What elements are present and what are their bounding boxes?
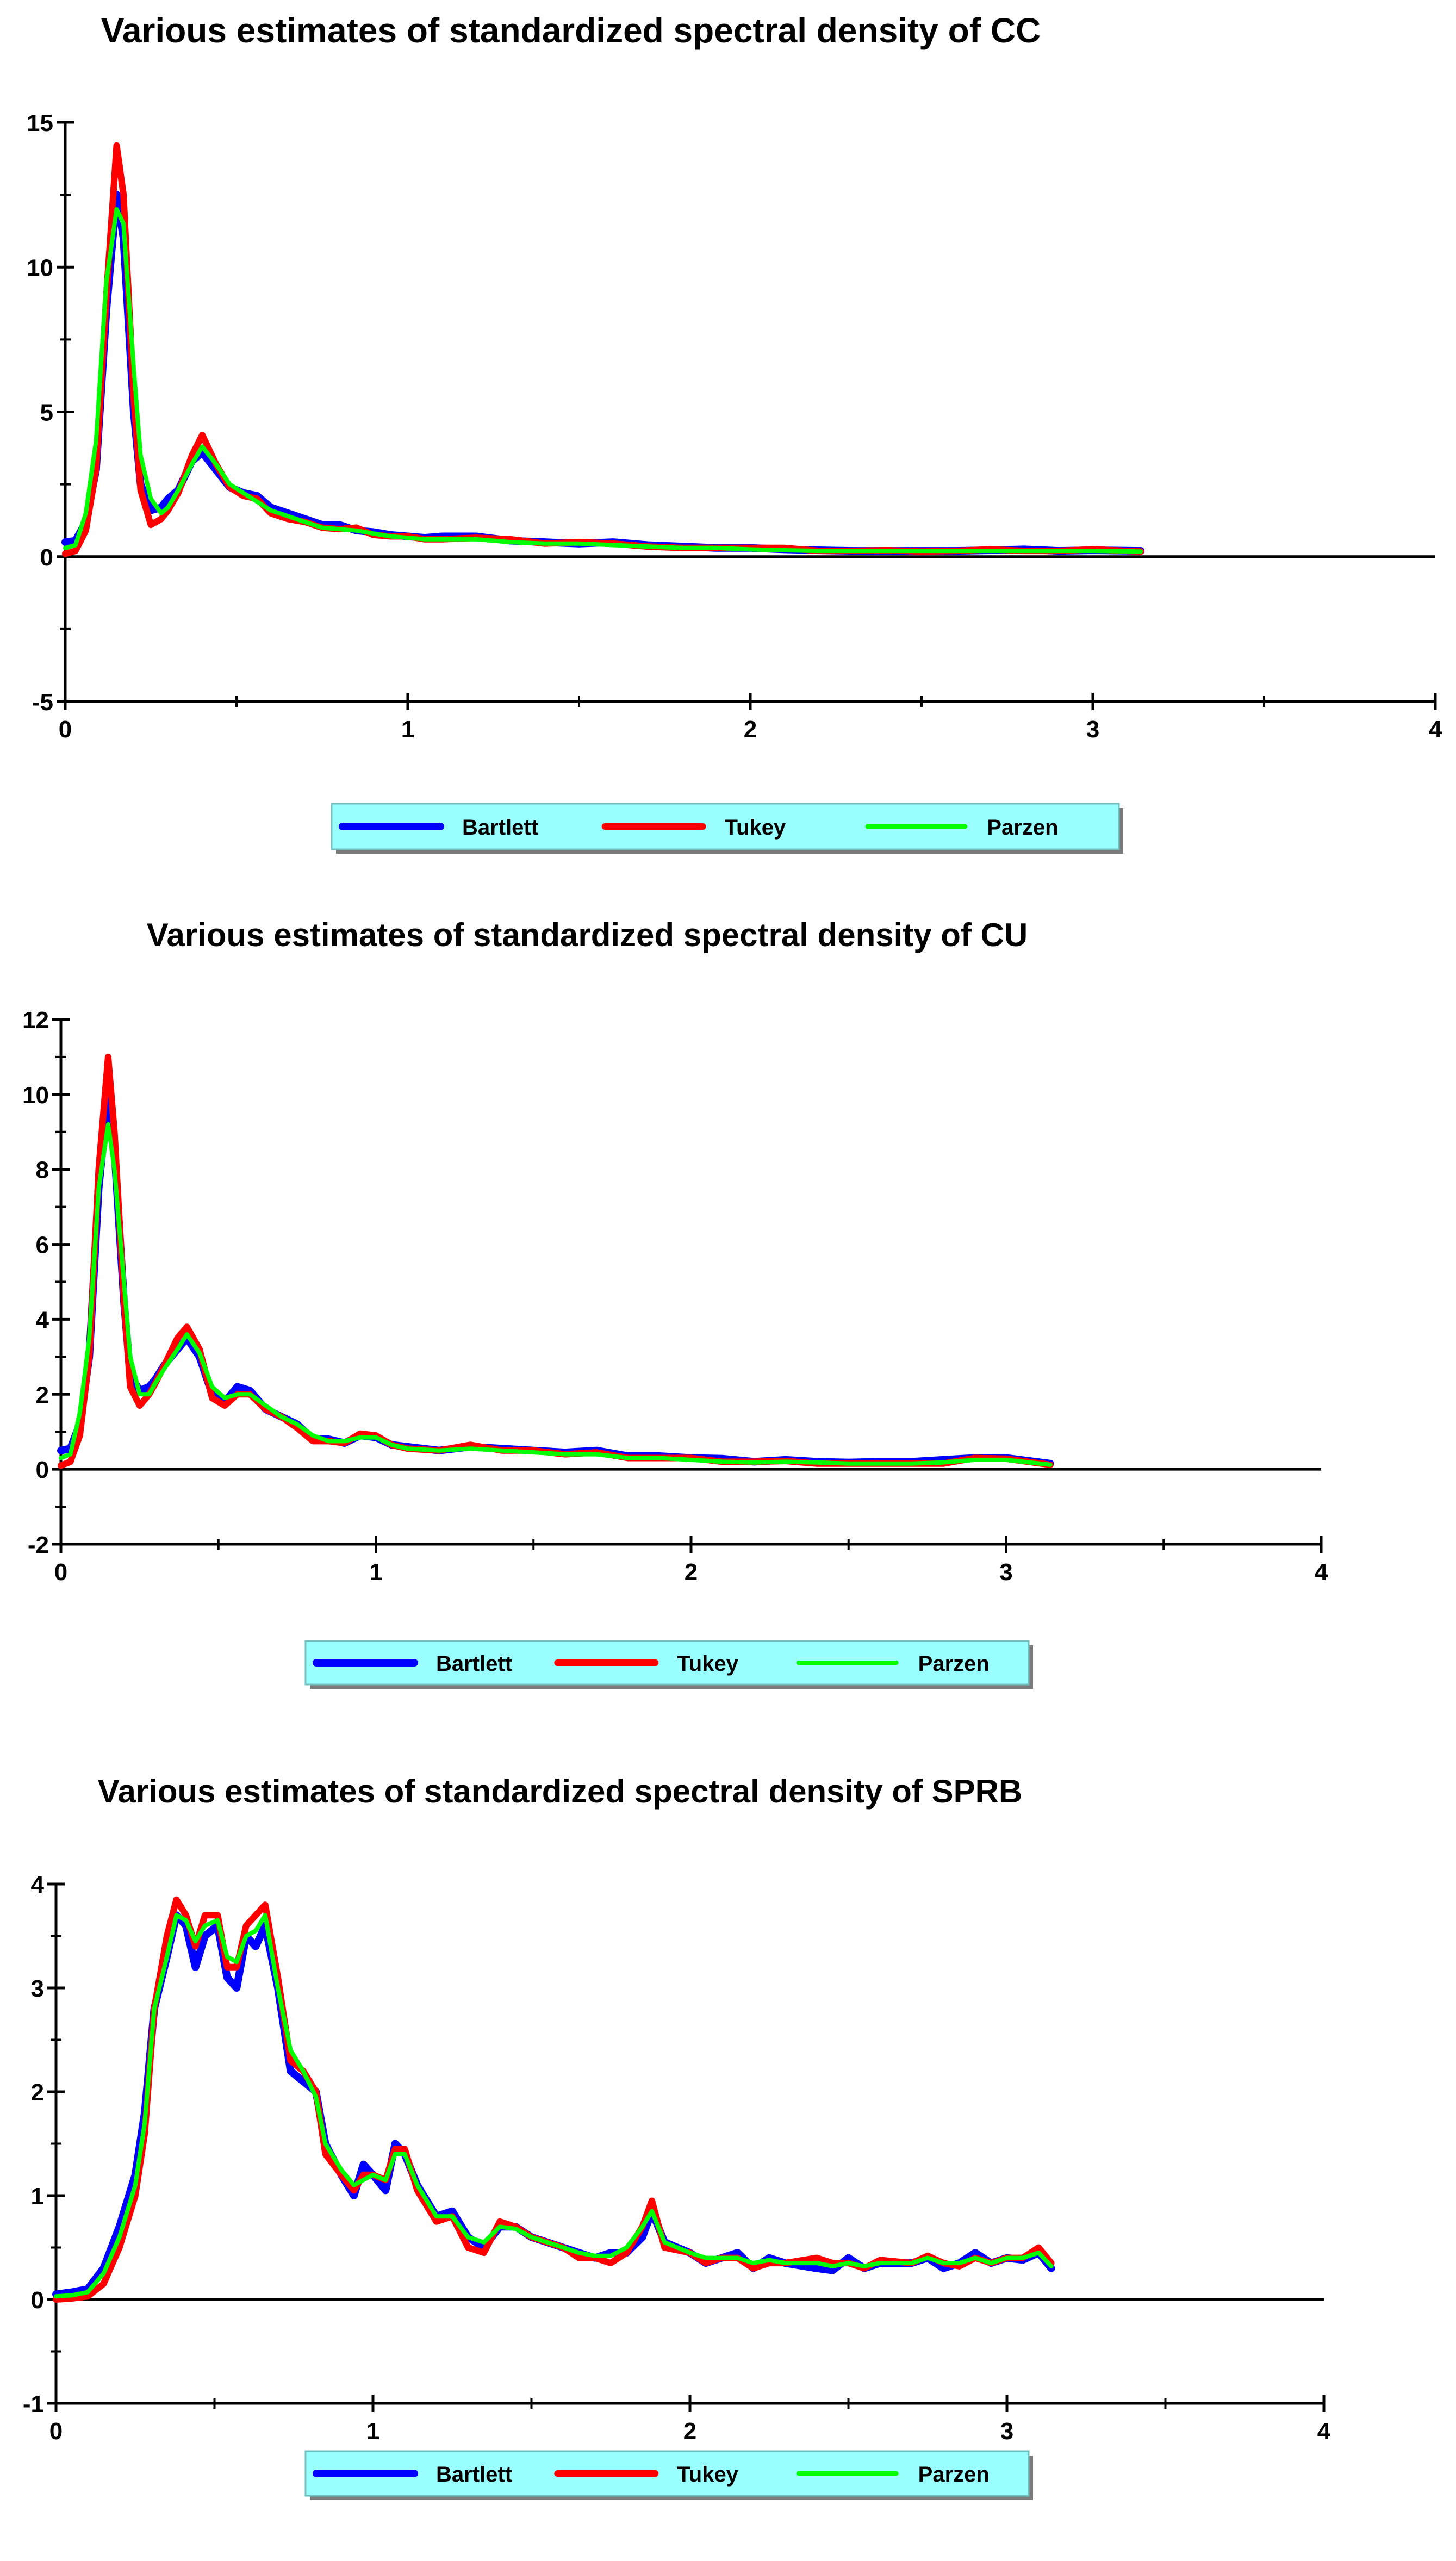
y-tick-label: 0 [31,2287,44,2314]
series-line-bartlett [52,1911,1055,2298]
x-tick-label: 4 [1317,2418,1331,2445]
legend-label-bartlett: Bartlett [462,816,538,840]
x-tick-label: 2 [683,2418,696,2445]
x-tick-label: 2 [744,716,757,743]
chart-title: Various estimates of standardized spectr… [147,917,1028,953]
y-tick-label: -1 [23,2391,44,2417]
y-tick-label: 6 [36,1232,49,1259]
x-tick-label: 4 [1429,716,1442,743]
x-tick-label: 4 [1315,1559,1328,1586]
series-line-parzen [63,207,1143,554]
chart-2: Various estimates of standardized spectr… [22,917,1328,1689]
series-line-parzen [59,1122,1053,1467]
x-tick-label: 3 [1000,2418,1013,2445]
chart-title: Various estimates of standardized spectr… [98,1773,1023,1810]
y-tick-label: 10 [27,254,53,281]
chart-1: Various estimates of standardized spectr… [27,11,1442,854]
x-tick-label: 0 [59,716,72,743]
series-line-tukey [58,1053,1054,1469]
x-tick-label: 1 [366,2418,379,2445]
series-line-tukey [62,142,1144,557]
series-line-bartlett [61,191,1145,555]
x-tick-label: 0 [49,2418,63,2445]
chart-title: Various estimates of standardized spectr… [101,11,1041,50]
y-tick-label: 0 [36,1457,49,1483]
x-tick-label: 1 [401,716,414,743]
y-tick-label: 8 [36,1157,49,1184]
legend-label-tukey: Tukey [677,1652,738,1676]
legend-label-tukey: Tukey [725,816,786,840]
series-line-bartlett [57,1090,1054,1468]
y-tick-label: 15 [27,110,53,136]
y-tick-label: 10 [22,1082,49,1109]
legend: Bartlett Tukey Parzen [304,1640,1033,1689]
y-tick-label: 3 [31,1975,44,2002]
legend-label-parzen: Parzen [987,816,1058,840]
x-tick-label: 1 [369,1559,382,1586]
legend-box [304,1640,1030,1686]
legend-box [304,2450,1030,2497]
chart-3: Various estimates of standardized spectr… [23,1773,1331,2500]
y-tick-label: 0 [40,544,53,571]
legend-label-bartlett: Bartlett [436,2463,512,2487]
y-tick-label: 4 [36,1307,49,1333]
y-tick-label: -5 [32,689,53,716]
legend-box [331,803,1120,850]
y-tick-label: 4 [31,1872,45,1898]
x-tick-label: 3 [999,1559,1012,1586]
legend: Bartlett Tukey Parzen [331,803,1123,854]
y-tick-label: 2 [31,2079,44,2106]
y-tick-label: 5 [40,400,53,426]
y-tick-label: 12 [22,1007,49,1034]
x-tick-label: 3 [1086,716,1099,743]
legend: Bartlett Tukey Parzen [304,2450,1033,2500]
y-tick-label: -2 [28,1532,49,1558]
legend-label-tukey: Tukey [677,2463,738,2487]
series-line-tukey [53,1896,1055,2303]
y-tick-label: 2 [36,1382,49,1408]
y-tick-label: 1 [31,2183,44,2210]
series-line-parzen [54,1913,1054,2299]
legend-label-parzen: Parzen [918,1652,990,1676]
x-tick-label: 0 [54,1559,67,1586]
legend-label-parzen: Parzen [918,2463,990,2487]
legend-label-bartlett: Bartlett [436,1652,512,1676]
x-tick-label: 2 [685,1559,698,1586]
